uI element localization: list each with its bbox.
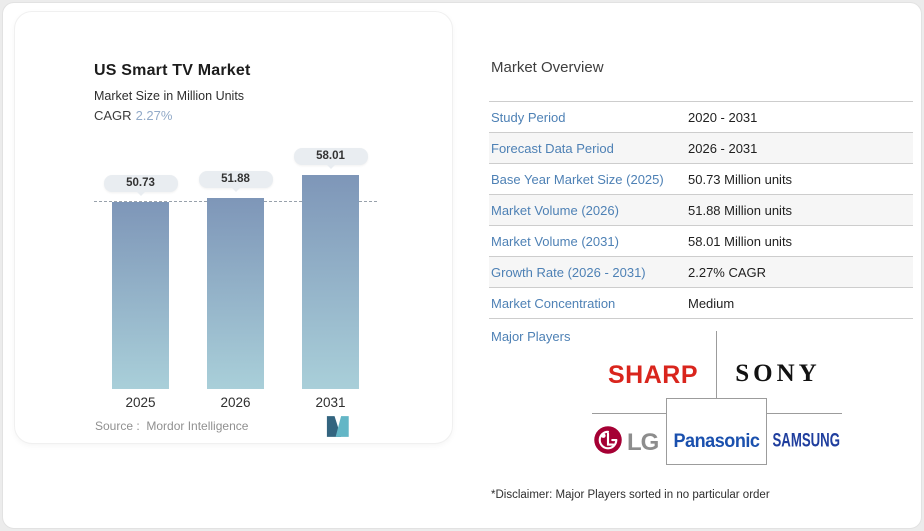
major-players-label: Major Players — [491, 329, 571, 344]
sharp-logo: SHARP — [607, 361, 698, 389]
chart-cagr: CAGR 2.27% — [94, 108, 172, 123]
table-row: Growth Rate (2026 - 2031) 2.27% CAGR — [489, 257, 913, 288]
row-label: Market Volume (2031) — [491, 233, 619, 249]
mordor-intelligence-logo-icon — [324, 414, 356, 443]
row-value: 58.01 Million units — [688, 233, 793, 249]
row-value: 2026 - 2031 — [688, 140, 758, 156]
bar-value-callout: 50.73 — [103, 175, 178, 192]
bar-chart: 50.73 2025 51.88 2026 58.01 2031 — [94, 142, 377, 410]
players-divider-horizontal-left — [592, 413, 666, 414]
sony-logo: SONY — [735, 360, 821, 387]
row-label: Base Year Market Size (2025) — [491, 171, 664, 187]
bar-column-2025: 50.73 2025 — [103, 142, 178, 410]
bar-2025[interactable] — [112, 202, 169, 389]
panasonic-logo: Panasonic — [673, 431, 760, 452]
samsung-logo: SAMSUNG — [772, 429, 840, 452]
chart-title: US Smart TV Market — [94, 62, 251, 79]
lg-logo-text: LG — [627, 428, 659, 456]
row-value: 2.27% CAGR — [688, 264, 767, 280]
row-value: 51.88 Million units — [688, 202, 793, 218]
disclaimer-text: *Disclaimer: Major Players sorted in no … — [491, 489, 770, 501]
lg-logo: LG — [593, 425, 667, 460]
row-label: Study Period — [491, 109, 566, 125]
table-row: Market Volume (2031) 58.01 Million units — [489, 226, 913, 257]
x-axis-label: 2025 — [125, 395, 156, 410]
overview-table: Study Period 2020 - 2031 Forecast Data Per… — [489, 101, 913, 319]
players-divider-vertical — [716, 331, 717, 398]
row-value: Medium — [688, 295, 735, 311]
x-axis-label: 2026 — [220, 395, 251, 410]
row-label: Growth Rate (2026 - 2031) — [491, 264, 646, 280]
market-overview-panel: Market Overview Study Period 2020 - 2031 F… — [489, 51, 913, 511]
table-row: Forecast Data Period 2026 - 2031 — [489, 133, 913, 164]
bar-2031[interactable] — [302, 175, 359, 389]
players-center-box — [666, 398, 767, 465]
bar-column-2026: 51.88 2026 — [198, 142, 273, 410]
bar-2026[interactable] — [207, 198, 264, 389]
bar-value-callout: 51.88 — [198, 171, 273, 188]
row-label: Market Volume (2026) — [491, 202, 619, 218]
table-row: Study Period 2020 - 2031 — [489, 102, 913, 133]
source-attribution: Source : Mordor Intelligence — [95, 419, 249, 433]
row-value: 2020 - 2031 — [688, 109, 758, 125]
panel-title: Market Overview — [491, 59, 604, 76]
row-label: Forecast Data Period — [491, 140, 614, 156]
table-row: Base Year Market Size (2025) 50.73 Millio… — [489, 164, 913, 195]
table-row: Market Concentration Medium — [489, 288, 913, 319]
lg-emblem-icon — [593, 425, 623, 460]
bar-column-2031: 58.01 2031 — [293, 142, 368, 410]
chart-card: US Smart TV Market Market Size in Millio… — [14, 11, 453, 444]
row-label: Market Concentration — [491, 295, 616, 311]
cagr-label: CAGR — [94, 108, 132, 123]
table-row: Market Volume (2026) 51.88 Million units — [489, 195, 913, 226]
x-axis-label: 2031 — [315, 395, 346, 410]
bar-value-callout: 58.01 — [293, 148, 368, 165]
cagr-value: 2.27% — [135, 108, 173, 123]
chart-subtitle: Market Size in Million Units — [94, 89, 245, 103]
players-divider-horizontal-right — [767, 413, 842, 414]
row-value: 50.73 Million units — [688, 171, 793, 187]
